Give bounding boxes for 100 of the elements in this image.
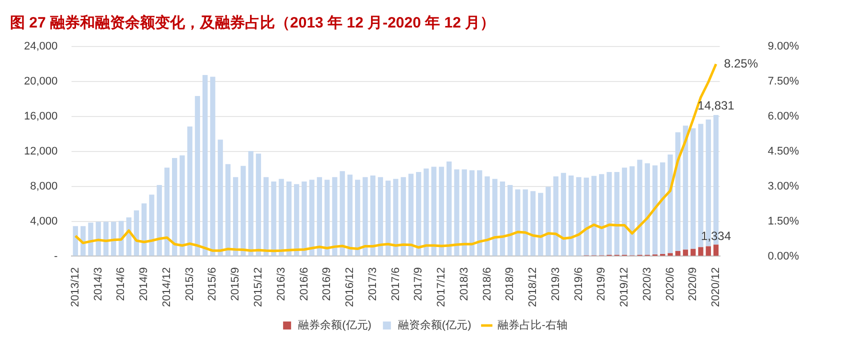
x-tick-label: 2019/3 [550, 267, 562, 301]
bar [210, 76, 216, 256]
y-tick-label: 24,000 [24, 40, 58, 53]
bar [302, 182, 307, 256]
bar [225, 164, 231, 256]
y-tick-label: 12,000 [24, 145, 58, 158]
x-tick-label: 2018/12 [527, 267, 540, 308]
bar [690, 248, 696, 256]
x-tick-label: 2014/12 [160, 267, 173, 308]
x-tick-label: 2015/9 [230, 267, 242, 301]
bar [309, 180, 314, 256]
y-tick-label: 20,000 [24, 76, 58, 88]
legend-label: 融券占比-右轴 [498, 318, 568, 332]
bar [553, 176, 558, 256]
x-tick-label: 2018/9 [504, 267, 516, 301]
bar [599, 174, 604, 256]
bar [469, 170, 475, 256]
x-tick-label: 2020/12 [710, 267, 722, 308]
x-tick-label: 2019/6 [572, 267, 585, 301]
bar [316, 177, 322, 256]
bar [424, 168, 429, 256]
y2-tick-label: 4.50% [768, 145, 800, 158]
bar [347, 174, 353, 256]
y-tick-label: 4,000 [30, 215, 58, 228]
bar [416, 172, 422, 256]
bar [324, 180, 330, 256]
bar [149, 194, 154, 256]
bar [111, 222, 116, 256]
bar [630, 166, 635, 256]
bar [675, 132, 680, 251]
bar [393, 178, 398, 256]
bar [172, 158, 178, 256]
bar [515, 189, 520, 256]
bar [637, 160, 642, 255]
bar [80, 226, 86, 256]
x-tick-label: 2016/6 [298, 267, 310, 301]
bar [134, 210, 140, 256]
bar [606, 172, 612, 255]
x-tick-label: 2020/9 [687, 267, 700, 301]
bar [96, 222, 101, 256]
bar [438, 166, 444, 256]
y2-tick-label: 1.50% [768, 215, 800, 228]
chart-title: 图 27 融券和融资余额变化，及融券占比（2013 年 12 月-2020 年 12 月） [10, 14, 496, 32]
bar [362, 177, 368, 256]
bar [118, 220, 124, 256]
y2-tick-label: 3.00% [768, 180, 800, 192]
bar [644, 163, 650, 255]
bar [400, 177, 406, 256]
bar [103, 222, 109, 256]
bar [378, 177, 384, 256]
bar [508, 185, 513, 256]
bar [682, 250, 688, 256]
bar [386, 180, 391, 256]
x-tick-label: 2019/12 [618, 267, 631, 308]
y2-tick-label: 6.00% [768, 110, 800, 123]
y2-tick-label: 0.00% [768, 250, 800, 262]
bar [576, 177, 582, 256]
bar [370, 175, 376, 256]
bar [264, 177, 269, 256]
bar [682, 126, 688, 250]
bar [477, 170, 482, 256]
bar [156, 185, 162, 256]
bar [546, 186, 551, 256]
bar [126, 217, 132, 256]
x-tick-label: 2014/3 [92, 267, 104, 301]
x-tick-label: 2016/9 [321, 267, 334, 301]
x-tick-label: 2014/9 [138, 267, 150, 301]
x-tick-label: 2016/12 [344, 267, 356, 308]
x-tick-label: 2016/3 [275, 267, 288, 301]
bar [88, 222, 94, 256]
bar [698, 247, 704, 256]
bar [530, 191, 536, 256]
x-tick-label: 2014/6 [115, 267, 128, 301]
y-tick-label: 8,000 [30, 180, 58, 192]
y-tick-label: - [54, 250, 58, 262]
data-label: 14,831 [698, 98, 735, 112]
x-tick-label: 2019/9 [596, 267, 608, 301]
x-tick-label: 2017/3 [366, 267, 379, 301]
x-tick-label: 2013/12 [69, 267, 82, 308]
bar [500, 182, 506, 256]
x-tick-label: 2015/12 [252, 267, 264, 308]
bar [271, 182, 276, 256]
bar [240, 166, 246, 256]
bar [286, 182, 292, 256]
bar [454, 169, 460, 256]
bar [72, 226, 78, 256]
bar [652, 165, 658, 254]
x-tick-label: 2015/3 [184, 267, 196, 301]
bar [462, 169, 467, 256]
bar [668, 253, 673, 256]
bar [660, 162, 666, 254]
bar [180, 155, 185, 256]
x-tick-label: 2018/6 [481, 267, 494, 301]
bar [142, 203, 147, 256]
bar [408, 174, 414, 256]
y2-tick-label: 9.00% [768, 40, 800, 53]
bar [622, 168, 628, 255]
bar [492, 178, 498, 256]
x-tick-label: 2020/3 [641, 267, 654, 301]
bar [484, 176, 490, 256]
